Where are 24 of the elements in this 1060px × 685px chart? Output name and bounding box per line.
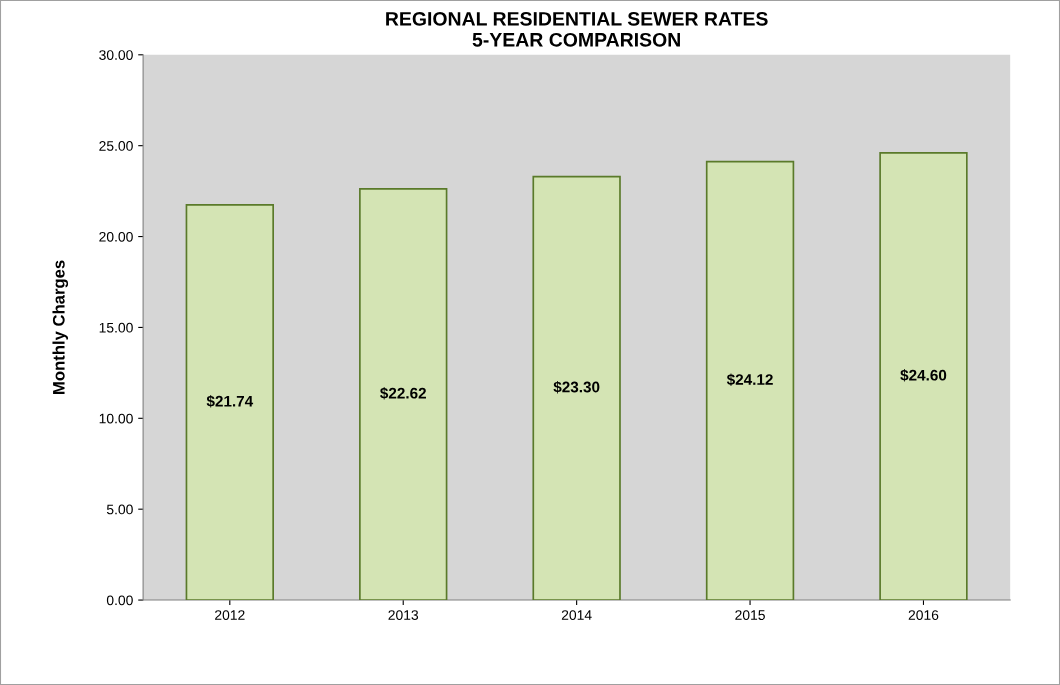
bar	[532, 175, 621, 601]
x-tick-label: 2015	[735, 610, 765, 620]
y-axis-title: Monthly Charges	[52, 260, 69, 394]
x-tick-label: 2014	[561, 610, 592, 620]
y-tick-label: 10.00	[99, 413, 133, 424]
x-tick-label: 2016	[908, 610, 939, 620]
y-tick-label: 0.00	[106, 595, 133, 606]
bar	[359, 188, 448, 601]
bar	[185, 204, 274, 601]
data-label: $22.62	[380, 387, 426, 400]
x-tick-label: 2013	[388, 610, 419, 620]
data-label: $24.60	[900, 369, 947, 382]
bar	[879, 152, 968, 601]
x-tick-label: 2012	[215, 610, 245, 620]
y-tick-label: 30.00	[99, 50, 133, 60]
y-tick-label: 5.00	[106, 504, 133, 515]
data-label: $23.30	[553, 380, 600, 394]
y-tick-label: 15.00	[99, 322, 133, 333]
data-label: $24.12	[726, 373, 773, 386]
bar	[705, 160, 795, 601]
chart-title: REGIONAL RESIDENTIAL SEWER RATES 5-YEAR COMPARISON	[386, 11, 768, 47]
data-label: $21.74	[206, 395, 254, 408]
y-tick-label: 20.00	[99, 231, 133, 242]
y-tick-label: 25.00	[99, 141, 133, 151]
